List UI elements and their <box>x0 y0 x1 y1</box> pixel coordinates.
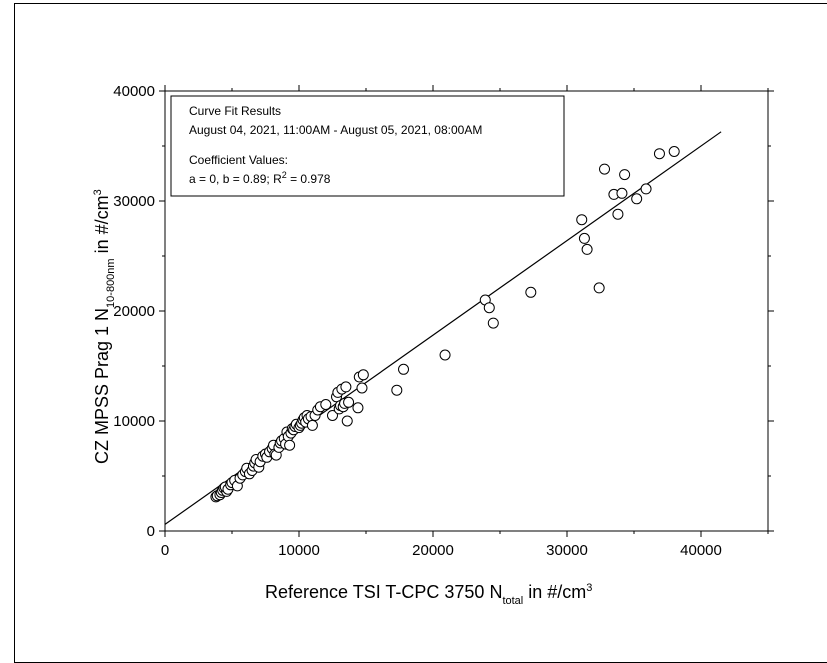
scatter-point <box>612 208 624 220</box>
scatter-point <box>653 148 665 160</box>
scatter-point <box>340 381 352 393</box>
curve-fit-annotation: Curve Fit Results August 04, 2021, 11:00… <box>170 95 565 197</box>
scatter-point <box>357 369 369 381</box>
scatter-point <box>487 317 499 329</box>
scatter-point <box>343 396 355 408</box>
coef-sup: 2 <box>282 170 287 180</box>
coef-end: = 0.978 <box>287 172 331 186</box>
scatter-point <box>668 146 680 157</box>
scatter-point <box>525 286 537 298</box>
y-axis-title-sub: 10-800nm <box>105 258 117 308</box>
x-tick-label: 40000 <box>680 542 722 559</box>
annotation-coef-values: a = 0, b = 0.89; R2 = 0.978 <box>189 170 331 186</box>
scatter-point <box>581 243 593 255</box>
scatter-point <box>576 214 588 226</box>
y-axis-title-main: CZ MPSS Prag 1 N <box>92 308 112 464</box>
y-tick-label: 0 <box>147 523 155 540</box>
scatter-point <box>284 439 296 451</box>
y-tick-label: 20000 <box>113 303 155 320</box>
annotation-title: Curve Fit Results <box>189 104 281 118</box>
scatter-point <box>352 402 364 414</box>
y-axis-title-unit: in #/cm <box>92 195 112 258</box>
figure-frame: 0 10000 20000 30000 40000 0 10000 20000 30000 400… <box>14 3 827 663</box>
x-tick-label: 10000 <box>278 542 320 559</box>
y-axis-title-sup: 3 <box>92 189 104 195</box>
x-tick-label: 0 <box>161 542 169 559</box>
scatter-point <box>391 384 403 396</box>
scatter-point <box>483 302 495 314</box>
scatter-point <box>616 187 628 199</box>
coef-text: a = 0, b = 0.89; R <box>189 172 282 186</box>
scatter-point <box>619 169 631 181</box>
scatter-point <box>320 399 332 410</box>
x-axis-title-main: Reference TSI T-CPC 3750 N <box>265 582 502 602</box>
scatter-point <box>578 232 590 244</box>
x-axis-title-sub: total <box>502 595 523 607</box>
y-tick-label: 30000 <box>113 193 155 210</box>
data-points <box>210 146 680 503</box>
scatter-point <box>398 363 410 375</box>
x-tick-label: 20000 <box>412 542 454 559</box>
x-tick-label: 30000 <box>546 542 588 559</box>
scatter-point <box>640 183 652 195</box>
scatter-point <box>341 415 353 427</box>
scatter-point <box>327 410 338 421</box>
scatter-point <box>356 382 368 394</box>
y-tick-label: 40000 <box>113 83 155 100</box>
scatter-point <box>593 282 605 294</box>
scatter-point <box>599 163 611 175</box>
annotation-period: August 04, 2021, 11:00AM - August 05, 20… <box>189 123 482 137</box>
y-axis-title: CZ MPSS Prag 1 N10-800nm in #/cm3 <box>92 189 117 464</box>
x-axis-title-unit: in #/cm <box>523 582 586 602</box>
x-axis-title: Reference TSI T-CPC 3750 Ntotal in #/cm3 <box>265 582 592 607</box>
scatter-point <box>631 193 643 205</box>
scatter-point <box>439 349 451 361</box>
annotation-coef-title: Coefficient Values: <box>189 153 288 167</box>
scatter-chart: 0 10000 20000 30000 40000 0 10000 20000 30000 400… <box>92 83 774 607</box>
axis-ticks: 0 10000 20000 30000 40000 0 10000 20000 30000 400… <box>113 83 774 559</box>
scatter-point <box>306 419 318 431</box>
annotation-box <box>170 95 565 197</box>
y-tick-label: 10000 <box>113 413 155 430</box>
x-axis-title-sup: 3 <box>586 582 592 594</box>
